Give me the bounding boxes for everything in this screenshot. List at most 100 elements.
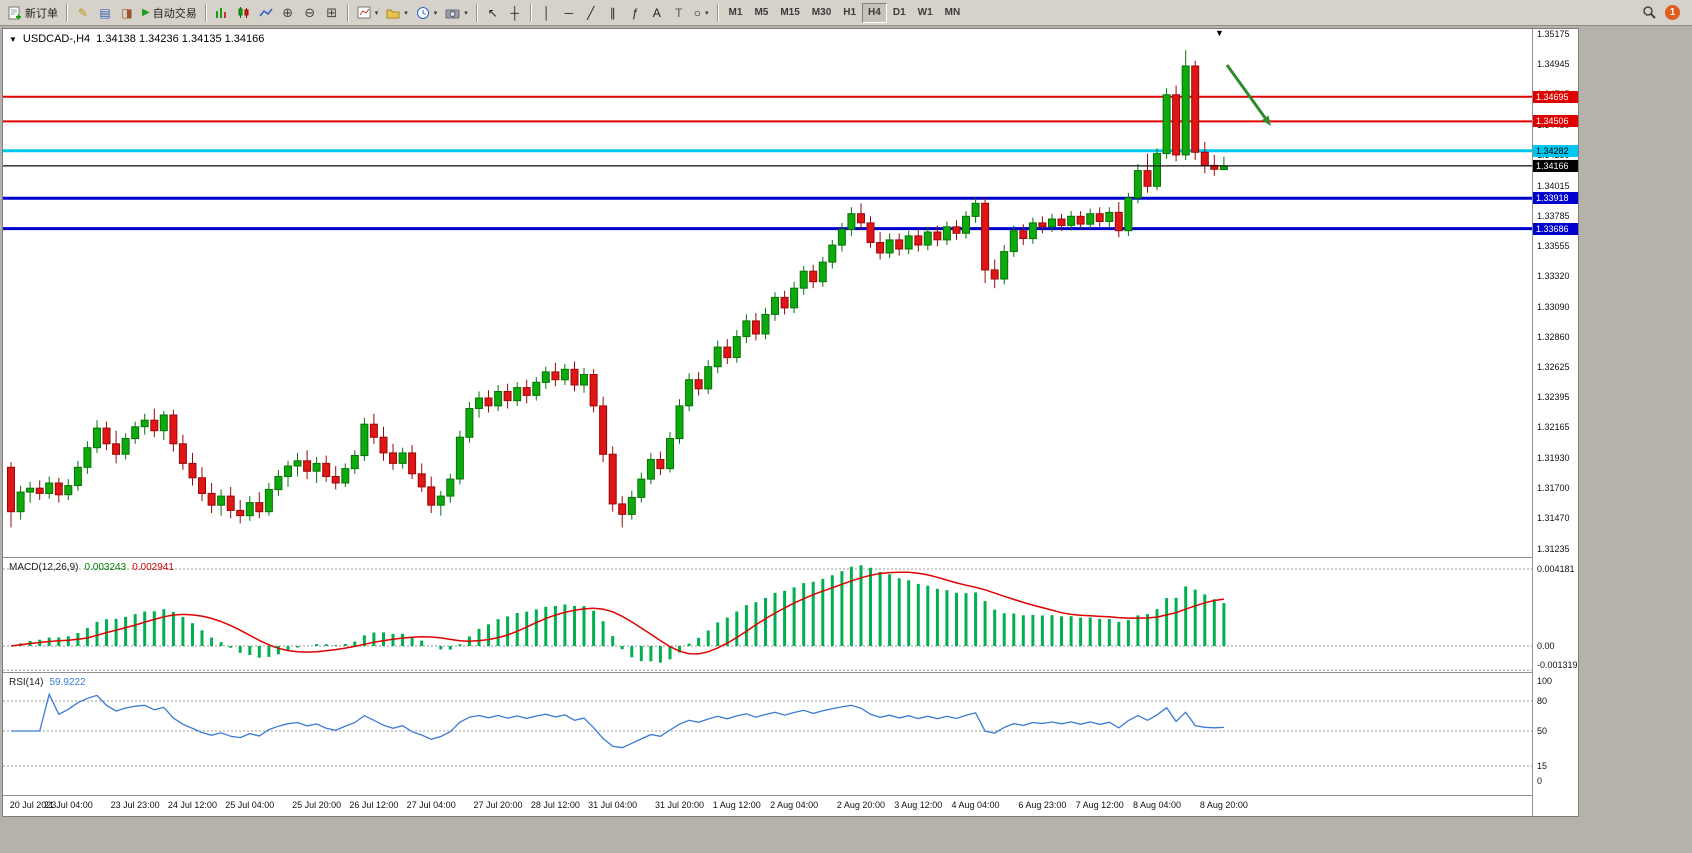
crosshair-button[interactable]: ┼ [504,3,526,23]
rsi-axis-label: 100 [1537,676,1553,686]
time-label: 26 Jul 12:00 [349,800,399,810]
candle-chart-button[interactable] [233,3,255,23]
camera-icon [445,9,460,18]
zoom-in-button[interactable]: ⊕ [277,3,299,23]
fibonacci-icon: ƒ [631,5,639,20]
time-label: 1 Aug 12:00 [712,800,761,810]
channel-icon: ∥ [609,5,616,20]
template-snapshot-button[interactable]: ▾ [441,3,472,23]
new-order-button[interactable]: 新订单 [4,3,62,23]
toolbar-separator [204,3,207,22]
trendline-button[interactable]: ╱ [580,3,602,23]
time-label: 31 Jul 04:00 [588,800,638,810]
vertical-line-button[interactable]: │ [536,3,558,23]
price-badge[interactable]: 1.34282 [1533,145,1578,157]
time-label: 20 Jul 2023 [9,800,57,810]
rsi-label: RSI(14) 59.9222 [9,677,86,688]
shapes-button[interactable]: ○ ▾ [690,3,713,23]
macd-label: MACD(12,26,9) 0.003243 0.002941 [9,562,174,573]
price-badge[interactable]: 1.34166 [1533,160,1578,172]
rsi-axis-label: 50 [1537,726,1548,736]
price-tick: 1.33785 [1537,211,1570,221]
time-label: 3 Aug 12:00 [894,800,943,810]
timeframe-button-h1[interactable]: H1 [843,7,857,18]
toolbar-separator [475,3,478,22]
time-label: 27 Jul 04:00 [406,800,456,810]
notification-count: 1 [1669,7,1676,18]
chart-shift-marker[interactable]: ▼ [1215,28,1224,38]
macd-panel-splitter[interactable] [3,557,1578,558]
price-tick: 1.33555 [1537,241,1570,251]
macd-canvas[interactable] [3,558,1532,672]
new-order-icon [8,6,21,19]
price-tick: 1.32395 [1537,392,1570,402]
new-chart-button[interactable]: ▾ [353,3,383,23]
line-chart-button[interactable] [255,3,277,23]
market-watch-icon: ▤ [99,5,111,20]
timeframe-button-d1[interactable]: D1 [892,7,906,18]
price-badge[interactable]: 1.34695 [1533,91,1578,103]
time-label: 21 Jul 04:00 [43,800,93,810]
time-label: 8 Aug 04:00 [1132,800,1182,810]
time-label: 2 Aug 04:00 [770,800,819,810]
price-tick: 1.31700 [1537,483,1570,493]
new-chart-icon [357,6,371,19]
toolbar: 新订单 ✎ ▤ ◨ ▶ 自动交易 ⊕ ⊖ ⊞ ▾ ▾ [0,0,1692,26]
candle-chart-icon [238,7,249,18]
timeframe-button-m5[interactable]: M5 [754,7,769,18]
text-label-button[interactable]: T [668,3,690,23]
cursor-icon: ↖ [487,5,498,20]
time-axis-splitter[interactable] [3,795,1578,796]
zoom-out-button[interactable]: ⊖ [299,3,321,23]
line-chart-icon [259,8,273,17]
price-badge[interactable]: 1.33918 [1533,192,1578,204]
search-button[interactable] [1638,3,1661,23]
arrow-annotation [1261,115,1271,126]
timeframe-button-m15[interactable]: M15 [780,7,800,18]
time-label: 2 Aug 20:00 [836,800,885,810]
toolbar-separator [346,3,349,22]
autotrading-button[interactable]: ▶ 自动交易 [138,3,201,23]
tile-windows-button[interactable]: ⊞ [321,3,343,23]
time-axis[interactable]: 20 Jul 2023 21 Jul 04:00 23 Jul 23:00 24 Ju… [3,796,1532,816]
strategy-tester-button[interactable]: ◨ [116,3,138,23]
main-chart-canvas[interactable] [3,29,1532,557]
profiles-button[interactable]: ▾ [382,3,412,23]
price-tick: 1.32625 [1537,362,1570,372]
price-badge[interactable]: 1.33686 [1533,223,1578,235]
rsi-axis-label: 15 [1537,761,1548,771]
crosshair-icon: ┼ [510,5,520,20]
period-clock-button[interactable]: ▾ [412,3,442,23]
time-label: 25 Jul 04:00 [225,800,275,810]
notification-badge[interactable]: 1 [1665,5,1680,20]
price-tick: 1.33320 [1537,271,1570,281]
cursor-button[interactable]: ↖ [482,3,504,23]
rsi-axis-label: 80 [1537,696,1548,706]
strategy-tester-icon: ◨ [121,5,133,20]
channel-button[interactable]: ∥ [602,3,624,23]
timeframe-button-w1[interactable]: W1 [917,7,933,18]
fibonacci-button[interactable]: ƒ [624,3,646,23]
price-badge[interactable]: 1.34506 [1533,115,1578,127]
rsi-panel-splitter[interactable] [3,672,1578,673]
metaeditor-button[interactable]: ✎ [72,3,94,23]
time-label: 31 Jul 20:00 [654,800,705,810]
timeframe-button-h4[interactable]: H4 [862,2,887,23]
autotrading-label: 自动交易 [152,7,197,20]
price-tick: 1.34015 [1537,181,1570,191]
market-watch-button[interactable]: ▤ [94,3,116,23]
rsi-canvas[interactable] [3,673,1532,795]
zoom-out-icon: ⊖ [304,5,316,20]
one-click-trading-toggle[interactable]: ▼ [9,34,17,44]
bar-chart-button[interactable] [211,3,233,23]
rsi-name: RSI(14) [9,677,44,688]
trendline-icon: ╱ [587,5,595,20]
time-label: 4 Aug 04:00 [951,800,1000,810]
timeframe-group: M1 M5 M15 M30 H1 H4 D1 W1 MN [723,2,967,23]
horizontal-line-button[interactable]: ─ [558,3,580,23]
text-button[interactable]: A [646,3,668,23]
timeframe-button-m30[interactable]: M30 [811,7,832,18]
timeframe-button-mn[interactable]: MN [944,7,961,18]
timeframe-button-m1[interactable]: M1 [728,7,743,18]
price-axis[interactable]: 1.351751.349451.347151.344801.342501.340… [1532,29,1578,816]
